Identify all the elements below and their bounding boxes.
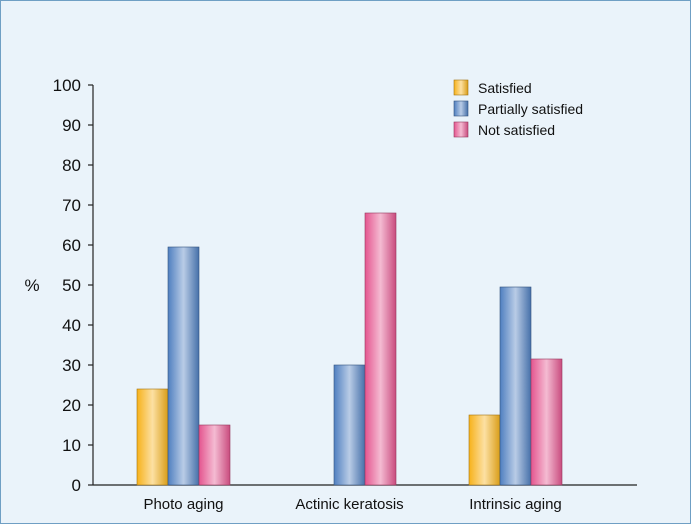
y-tick-labels: 0 10 20 30 40 50 60 70 80 90 100 xyxy=(53,76,81,495)
y-tick-label: 40 xyxy=(62,316,81,335)
legend-swatch xyxy=(453,79,469,96)
x-tick-label: Actinic keratosis xyxy=(295,496,403,513)
y-tick-label: 50 xyxy=(62,276,81,295)
bar-intrinsic-aging-not-satisfied xyxy=(530,358,563,486)
bar-photo-aging-not-satisfied xyxy=(198,424,231,486)
legend-label: Satisfied xyxy=(478,80,532,96)
legend-label: Not satisfied xyxy=(478,122,555,138)
y-tick-label: 0 xyxy=(72,476,81,495)
y-tick-label: 70 xyxy=(62,196,81,215)
bar-photo-aging-satisfied xyxy=(136,388,169,486)
bars xyxy=(136,212,563,486)
x-tick-labels: Photo aging Actinic keratosis Intrinsic ag… xyxy=(143,496,561,513)
y-tick-label: 100 xyxy=(53,76,81,95)
bar-intrinsic-aging-satisfied xyxy=(468,414,501,486)
legend-swatch xyxy=(453,121,469,138)
x-tick-label: Photo aging xyxy=(143,496,223,513)
y-tick-label: 80 xyxy=(62,156,81,175)
y-tick-label: 10 xyxy=(62,436,81,455)
y-tick-label: 90 xyxy=(62,116,81,135)
legend-label: Partially satisfied xyxy=(478,101,583,117)
y-axis-label: % xyxy=(24,276,39,295)
legend: Satisfied Partially satisfied Not satisfie… xyxy=(453,79,583,138)
bar-intrinsic-aging-partially-satisfied xyxy=(499,286,532,486)
bar-photo-aging-partially-satisfied xyxy=(167,246,200,486)
legend-swatch xyxy=(453,100,469,117)
x-tick-label: Intrinsic aging xyxy=(469,496,562,513)
y-tick-label: 60 xyxy=(62,236,81,255)
y-tick-label: 20 xyxy=(62,396,81,415)
y-tick-label: 30 xyxy=(62,356,81,375)
bar-actinic-keratosis-not-satisfied xyxy=(364,212,397,486)
bar-actinic-keratosis-partially-satisfied xyxy=(333,364,366,486)
